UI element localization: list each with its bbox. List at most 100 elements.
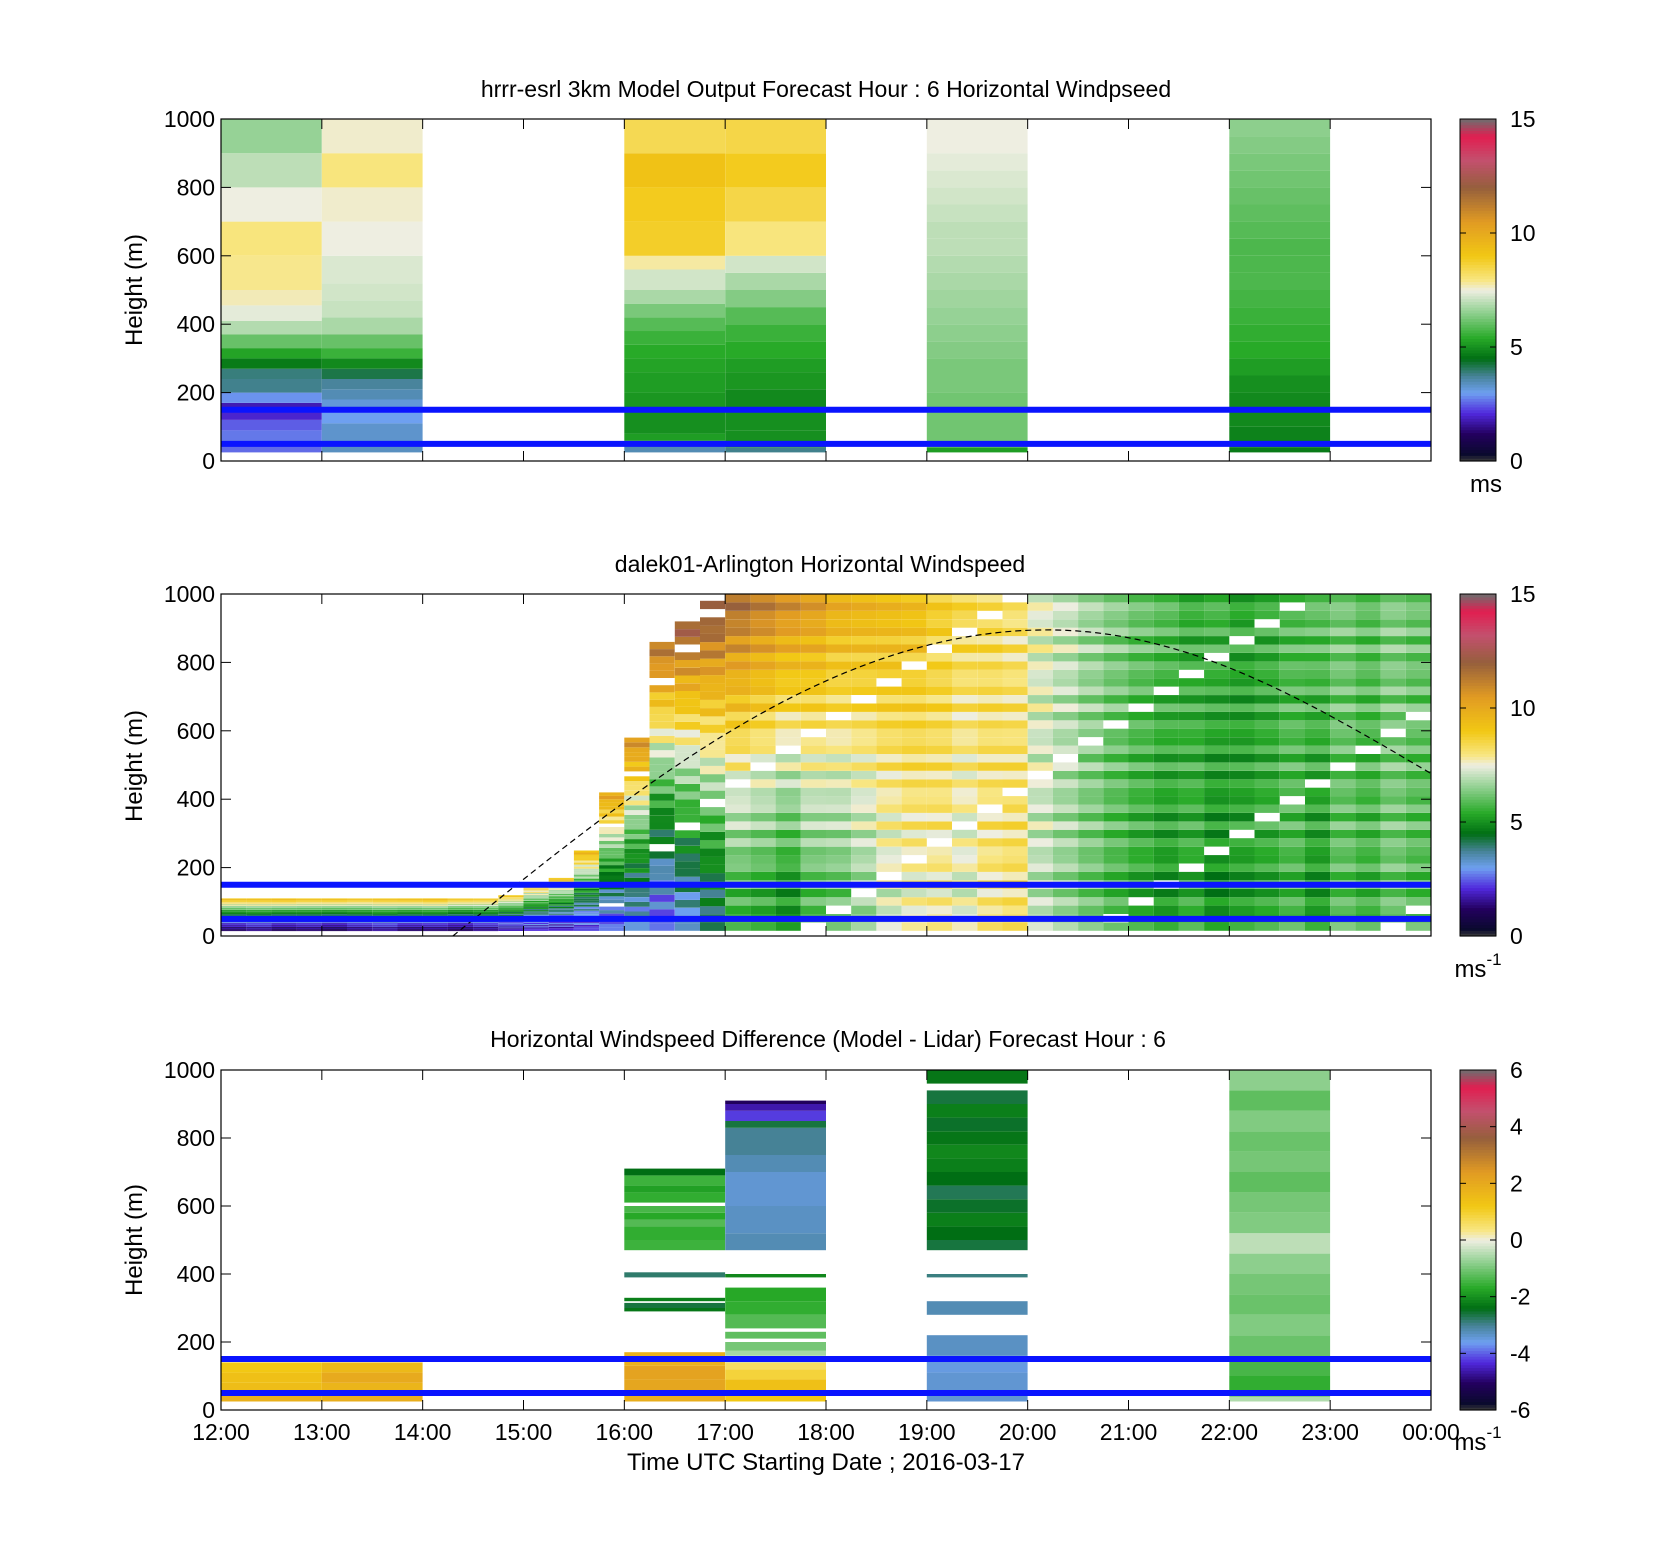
- heatmap-cell: [1330, 678, 1356, 687]
- heatmap-cell: [221, 923, 247, 925]
- heatmap-cell: [1052, 728, 1079, 738]
- heatmap-cell: [1078, 703, 1104, 712]
- heatmap-cell: [1279, 897, 1305, 906]
- heatmap-cell: [1254, 669, 1280, 679]
- heatmap-cell: [473, 904, 499, 906]
- heatmap-cell: [649, 786, 675, 794]
- heatmap-cell: [775, 610, 801, 620]
- heatmap-cell: [397, 925, 423, 927]
- heatmap-cell: [1153, 644, 1179, 653]
- heatmap-cell: [1305, 610, 1331, 620]
- heatmap-cell: [1405, 779, 1431, 788]
- colorbar-segment: [1460, 215, 1496, 220]
- heatmap-cell: [548, 891, 574, 893]
- heatmap-cell: [1153, 695, 1179, 704]
- colorbar-segment: [1460, 261, 1496, 265]
- heatmap-cell: [221, 926, 247, 927]
- x-tick-label: 23:00: [1301, 1419, 1359, 1445]
- heatmap-cell: [901, 754, 927, 763]
- heatmap-cell: [296, 900, 322, 902]
- colorbar-segment: [1460, 1265, 1496, 1269]
- heatmap-cell: [347, 921, 373, 923]
- heatmap-cell: [1002, 610, 1028, 620]
- colorbar-segment: [1460, 1310, 1496, 1315]
- colorbar-segment: [1460, 924, 1496, 929]
- heatmap-cell: [1380, 594, 1406, 603]
- colorbar-segment: [1460, 298, 1496, 302]
- heatmap-cell: [901, 678, 927, 687]
- heatmap-cell: [901, 745, 927, 754]
- heatmap-cell: [725, 627, 751, 637]
- colorbar-segment: [1460, 824, 1496, 829]
- heatmap-cell: [952, 703, 978, 712]
- heatmap-cell: [1078, 863, 1104, 872]
- x-tick-label: 17:00: [696, 1419, 754, 1445]
- heatmap-cell: [473, 908, 499, 910]
- heatmap-cell: [725, 846, 751, 856]
- colorbar-segment: [1460, 290, 1496, 294]
- heatmap-cell: [573, 888, 600, 891]
- heatmap-cell: [624, 877, 650, 883]
- heatmap-cell: [624, 858, 650, 864]
- heatmap-cell: [851, 619, 877, 628]
- heatmap-cell: [649, 873, 675, 881]
- heatmap-cell: [573, 852, 600, 855]
- heatmap-cell: [775, 804, 801, 813]
- colorbar-segment: [1460, 349, 1496, 354]
- colorbar-segment: [1460, 1319, 1496, 1323]
- heatmap-cell: [1355, 846, 1381, 856]
- heatmap-cell: [1305, 602, 1331, 611]
- heatmap-cell: [977, 661, 1003, 670]
- heatmap-cell: [1052, 619, 1079, 628]
- heatmap-cell: [271, 913, 297, 914]
- heatmap-cell: [826, 594, 852, 603]
- heatmap-cell: [397, 906, 423, 908]
- colorbar-segment: [1460, 213, 1496, 217]
- heatmap-cell: [901, 787, 927, 797]
- heatmap-cell: [901, 669, 927, 679]
- heatmap-cell: [876, 728, 902, 738]
- colorbar-segment: [1460, 1407, 1496, 1411]
- x-tick-label: 19:00: [898, 1419, 956, 1445]
- heatmap-cell: [447, 904, 474, 906]
- heatmap-cell: [246, 914, 272, 916]
- heatmap-cell: [1305, 770, 1331, 780]
- heatmap-cell: [1052, 855, 1079, 864]
- heatmap-cell: [977, 813, 1003, 822]
- heatmap-cell: [1254, 804, 1280, 813]
- colorbar-tick-label: 5: [1510, 809, 1523, 835]
- heatmap-cell: [422, 910, 448, 912]
- heatmap-cell: [826, 846, 852, 856]
- heatmap-cell: [926, 720, 952, 729]
- heatmap-cell: [246, 901, 272, 903]
- heatmap-cell: [1052, 905, 1079, 914]
- heatmap-cell: [750, 754, 776, 763]
- heatmap-cell: [523, 912, 549, 914]
- heatmap-cell: [624, 897, 650, 902]
- colorbar-segment: [1460, 1214, 1496, 1218]
- heatmap-cell: [221, 930, 247, 932]
- heatmap-cell: [372, 906, 398, 908]
- colorbar-segment: [1460, 307, 1496, 311]
- heatmap-cell: [1229, 1070, 1331, 1091]
- colorbar-tick-label: -4: [1510, 1340, 1531, 1366]
- colorbar-segment: [1460, 375, 1496, 379]
- heatmap-cell: [498, 928, 524, 930]
- heatmap-cell: [473, 899, 499, 901]
- heatmap-cell: [851, 594, 877, 603]
- heatmap-cell: [725, 290, 826, 308]
- colorbar-segment: [1460, 673, 1496, 678]
- heatmap-cell: [649, 641, 675, 650]
- heatmap-cell: [1279, 686, 1305, 695]
- heatmap-cell: [498, 906, 524, 908]
- colorbar-segment: [1460, 599, 1496, 604]
- heatmap-cell: [1254, 779, 1280, 788]
- heatmap-cell: [826, 897, 852, 906]
- heatmap-cell: [674, 892, 700, 900]
- colorbar-segment: [1460, 441, 1496, 445]
- heatmap-cell: [1380, 711, 1406, 721]
- heatmap-cell: [447, 914, 474, 916]
- heatmap-cell: [725, 594, 751, 603]
- heatmap-cell: [271, 929, 297, 931]
- heatmap-cell: [725, 1206, 826, 1234]
